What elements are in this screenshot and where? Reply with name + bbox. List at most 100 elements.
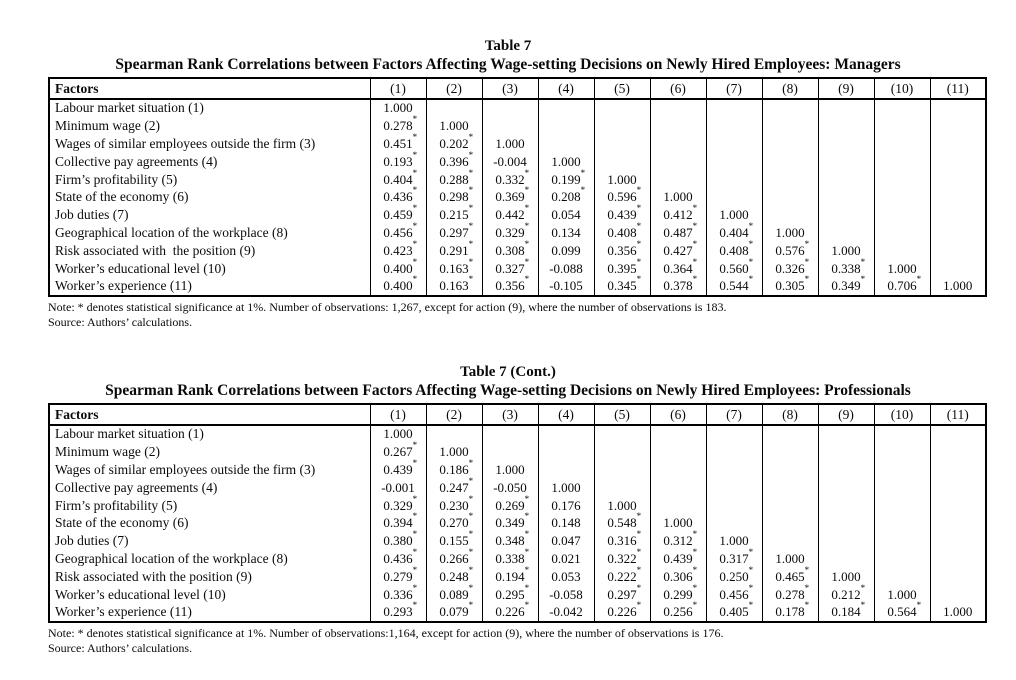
corr-value-cell <box>929 260 986 278</box>
corr-value: 0.305 * <box>775 274 810 294</box>
corr-value: 1.000 <box>383 426 413 442</box>
significance-star: * <box>412 239 418 250</box>
corr-value-cell: 0.079 * <box>425 601 482 622</box>
corr-value-cell: 0.348 * <box>481 530 538 551</box>
corr-value-cell: 0.099 <box>537 242 594 261</box>
significance-star: * <box>524 221 530 232</box>
corr-value-cell <box>817 224 874 243</box>
corr-value-cell <box>649 442 706 461</box>
corr-value: 1.000 <box>663 189 693 205</box>
corr-value: 0.459 * <box>383 203 418 223</box>
corr-value-cell <box>705 496 762 515</box>
corr-value-cell <box>537 99 594 117</box>
corr-value-cell: 0.380 * <box>369 530 426 551</box>
corr-value-cell: 0.317 * <box>705 548 762 569</box>
corr-value-cell <box>649 134 706 153</box>
corr-value: -0.105 <box>549 278 583 294</box>
column-header: (10) <box>873 404 930 426</box>
corr-value: 0.047 <box>551 533 581 549</box>
corr-value-cell: 0.278 * <box>761 583 818 604</box>
significance-star: * <box>636 221 642 232</box>
corr-value: 0.349 * <box>831 274 866 294</box>
significance-star: * <box>860 256 866 267</box>
column-header: (9) <box>817 78 874 100</box>
corr-value-cell: 0.706 * <box>873 275 930 296</box>
corr-value-cell <box>817 496 874 515</box>
corr-value-cell <box>537 460 594 479</box>
corr-value-cell: 1.000 <box>929 603 986 622</box>
corr-value-cell: 0.451 * <box>369 132 426 153</box>
table-source: Source: Authors’ calculations. <box>48 640 193 655</box>
corr-value-cell <box>817 99 874 117</box>
corr-value-cell <box>817 550 874 569</box>
table-row: State of the economy (6) 0.436 * 0.298 * 0.36… <box>49 185 986 207</box>
corr-value-cell <box>593 442 650 461</box>
corr-value: 0.194 * <box>495 565 530 585</box>
corr-value-cell: 1.000 <box>817 242 874 261</box>
corr-value-cell <box>929 170 986 189</box>
corr-value-cell: 0.312 * <box>649 530 706 551</box>
corr-value-cell <box>929 134 986 153</box>
significance-star: * <box>468 547 474 558</box>
corr-value-cell: 0.176 <box>537 496 594 515</box>
significance-star: * <box>412 167 418 178</box>
significance-star: * <box>468 185 474 196</box>
corr-value-cell <box>873 99 930 117</box>
corr-value-cell: 1.000 <box>369 99 426 117</box>
factor-label: State of the economy (6) <box>55 189 189 205</box>
corr-value-cell <box>929 425 986 443</box>
significance-star: * <box>468 529 474 540</box>
corr-value-cell <box>873 242 930 261</box>
corr-value-cell: 0.316 * <box>593 530 650 551</box>
corr-value-cell <box>873 478 930 497</box>
corr-value: 0.278 * <box>383 113 418 133</box>
corr-value-cell <box>537 442 594 461</box>
corr-value: 0.299 * <box>663 582 698 602</box>
factor-label: Worker’s educational level (10) <box>55 260 226 276</box>
significance-star: * <box>692 203 698 214</box>
corr-value: 0.269 * <box>495 493 530 513</box>
significance-star: * <box>636 582 642 593</box>
corr-value-cell <box>761 425 818 443</box>
corr-value-cell: 0.305 * <box>761 274 818 296</box>
corr-value-cell: 1.000 <box>425 442 482 461</box>
corr-value-cell: 0.408 * <box>593 221 650 243</box>
factor-label: Geographical location of the workplace (… <box>55 225 288 241</box>
corr-value: 0.596 * <box>607 185 642 205</box>
corr-value-cell <box>537 116 594 135</box>
corr-value: 1.000 <box>607 171 637 187</box>
corr-value-cell <box>705 188 762 207</box>
significance-star: * <box>692 565 698 576</box>
corr-value: 0.345 * <box>607 274 642 294</box>
corr-value-cell <box>649 152 706 171</box>
managers-table-section: Table 7 Spearman Rank Correlations betwe… <box>0 38 1016 330</box>
corr-value-cell <box>929 478 986 497</box>
corr-value-cell <box>705 425 762 443</box>
corr-value-cell <box>761 514 818 533</box>
corr-value-cell: 0.308 * <box>481 240 538 261</box>
corr-value-cell <box>761 532 818 551</box>
table-row: Worker’s educational level (10) 0.400 * 0.1… <box>49 256 986 278</box>
column-header: (4) <box>537 78 594 100</box>
corr-value-cell <box>705 460 762 479</box>
corr-value-cell <box>481 442 538 461</box>
corr-value: 0.544 * <box>719 274 754 294</box>
corr-value-cell: 0.356 * <box>593 240 650 261</box>
corr-value-cell <box>537 425 594 443</box>
corr-value: 1.000 <box>607 497 637 513</box>
factor-label: Job duties (7) <box>55 207 129 223</box>
corr-value: 0.338 * <box>831 256 866 276</box>
corr-value-cell <box>705 478 762 497</box>
factor-label: Geographical location of the workplace (… <box>55 551 288 567</box>
corr-value-cell: 0.364 * <box>649 257 706 278</box>
corr-value-cell: 0.266 * <box>425 547 482 569</box>
corr-value: 0.163 * <box>439 274 474 294</box>
corr-value-cell <box>873 514 930 533</box>
corr-value: 0.226 * <box>607 600 642 620</box>
corr-value-cell: -0.088 <box>537 260 594 278</box>
corr-value-cell: 1.000 <box>593 496 650 515</box>
corr-value: 0.288 * <box>439 167 474 187</box>
corr-value-cell: 0.299 * <box>649 582 706 604</box>
corr-value-cell: 0.194 * <box>481 565 538 587</box>
corr-value-cell <box>705 99 762 117</box>
